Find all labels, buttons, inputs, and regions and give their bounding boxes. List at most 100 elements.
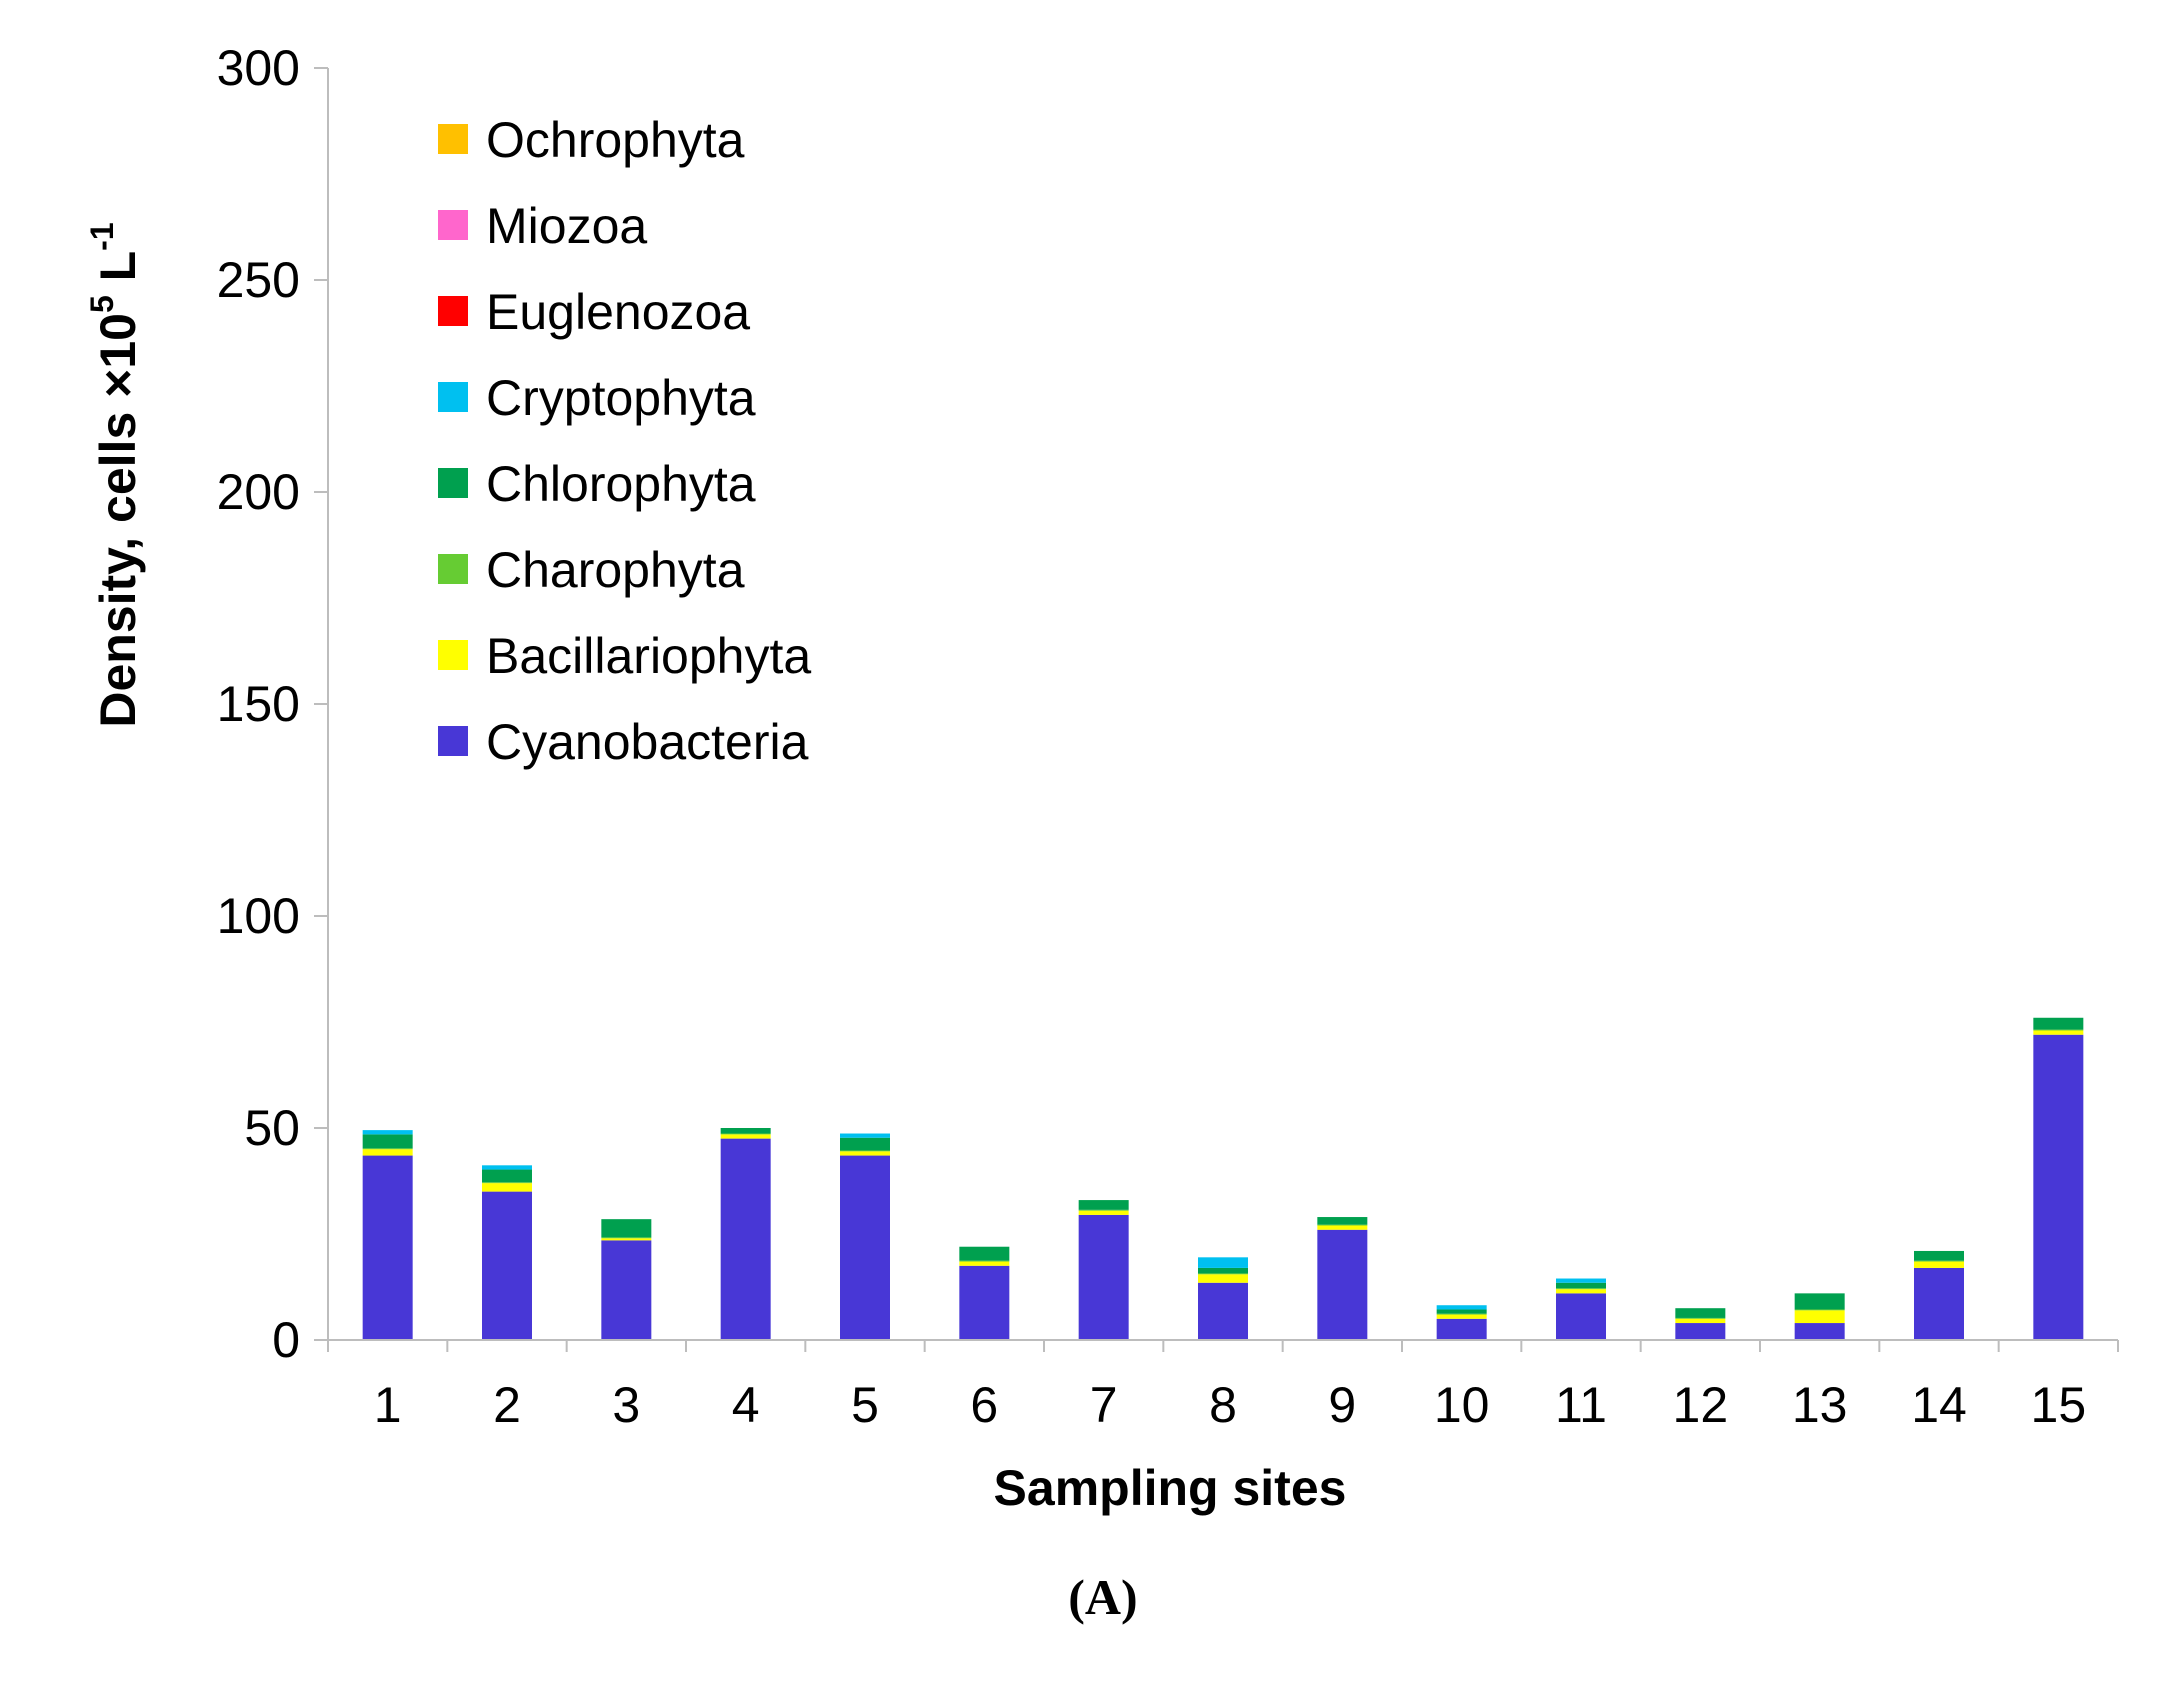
- bar-segment-cyanobacteria-site-7: [1078, 1214, 1129, 1340]
- bar-segment-cyanobacteria-site-4: [720, 1138, 771, 1340]
- bar-segment-cyanobacteria-site-8: [1198, 1282, 1248, 1340]
- bar-segment-bacillariophyta-site-10: [1436, 1314, 1487, 1319]
- bar-segment-cryptophyta-site-10: [1436, 1305, 1487, 1310]
- bar-segment-chlorophyta-site-3: [601, 1219, 652, 1238]
- bar-segment-chlorophyta-site-6: [959, 1246, 1010, 1261]
- bar-segment-cyanobacteria-site-12: [1675, 1323, 1726, 1340]
- bar-segment-cryptophyta-site-11: [1556, 1278, 1606, 1283]
- bar-segment-bacillariophyta-site-5: [840, 1151, 890, 1156]
- axes: [327, 68, 2118, 1341]
- x-tick-label: 13: [1792, 1377, 1848, 1433]
- bar-segment-bacillariophyta-site-15: [2033, 1030, 2084, 1035]
- bar-segment-chlorophyta-site-4: [720, 1128, 771, 1134]
- y-tick-label: 100: [217, 888, 300, 944]
- bar-segment-charophyta-site-8: [1198, 1273, 1248, 1275]
- bar-segment-chlorophyta-site-14: [1914, 1250, 1964, 1261]
- x-tick-label: 4: [732, 1377, 760, 1433]
- y-axis-tick-marks: [314, 67, 2119, 1352]
- bar-segment-charophyta-site-6: [959, 1260, 1010, 1262]
- legend-label-chlorophyta: Chlorophyta: [486, 456, 756, 512]
- bar-segment-charophyta-site-13: [1794, 1309, 1845, 1311]
- bar-segment-bacillariophyta-site-8: [1198, 1274, 1248, 1283]
- legend-swatch-chlorophyta: [438, 468, 468, 498]
- x-tick-label: 14: [1911, 1377, 1967, 1433]
- legend-swatch-ochrophyta: [438, 124, 468, 154]
- x-tick-label: 11: [1555, 1377, 1607, 1433]
- bar-segment-charophyta-site-12: [1675, 1317, 1726, 1319]
- y-axis-tick-labels: 0 50 100 150 200 250 300: [217, 40, 300, 1368]
- bar-segment-bacillariophyta-site-11: [1556, 1289, 1606, 1294]
- x-tick-label: 2: [493, 1377, 521, 1433]
- bar-stacks: [362, 1017, 2084, 1340]
- x-axis-tick-labels: 1 2 3 4 5 6 7 8 9 10 11 12 13 14 15: [374, 1377, 2086, 1433]
- bar-segment-cyanobacteria-site-1: [362, 1155, 413, 1340]
- y-axis-title-text: Density, cells ×10: [90, 313, 146, 728]
- bar-segment-charophyta-site-3: [601, 1237, 652, 1239]
- bar-segment-charophyta-site-1: [362, 1148, 413, 1150]
- bar-segment-cyanobacteria-site-9: [1317, 1229, 1368, 1340]
- legend-swatch-charophyta: [438, 554, 468, 584]
- legend-label-charophyta: Charophyta: [486, 542, 745, 598]
- y-tick-label: 200: [217, 464, 300, 520]
- y-tick-label: 150: [217, 676, 300, 732]
- bar-segment-cyanobacteria-site-11: [1556, 1293, 1606, 1340]
- bar-segment-charophyta-site-9: [1317, 1224, 1368, 1226]
- bar-segment-charophyta-site-2: [482, 1182, 532, 1184]
- bar-segment-charophyta-site-14: [1914, 1260, 1964, 1262]
- bar-segment-chlorophyta-site-15: [2033, 1017, 2084, 1030]
- bar-segment-bacillariophyta-site-4: [720, 1134, 771, 1139]
- bar-segment-chlorophyta-site-13: [1794, 1293, 1845, 1310]
- bar-segment-charophyta-site-11: [1556, 1288, 1606, 1290]
- y-axis-title-exponent-5: 5: [84, 295, 120, 313]
- x-tick-label: 7: [1090, 1377, 1118, 1433]
- bar-segment-bacillariophyta-site-3: [601, 1238, 652, 1241]
- x-tick-label: 5: [851, 1377, 879, 1433]
- legend-label-cyanobacteria: Cyanobacteria: [486, 714, 809, 770]
- bar-segment-charophyta-site-4: [720, 1133, 771, 1135]
- panel-label: (A): [1068, 1569, 1137, 1625]
- bar-segment-chlorophyta-site-5: [840, 1137, 890, 1151]
- bar-segment-bacillariophyta-site-14: [1914, 1261, 1964, 1268]
- legend-label-bacillariophyta: Bacillariophyta: [486, 628, 811, 684]
- y-tick-label: 50: [244, 1100, 300, 1156]
- x-tick-label: 15: [2031, 1377, 2087, 1433]
- bar-segment-bacillariophyta-site-2: [482, 1183, 532, 1192]
- bar-segment-chlorophyta-site-12: [1675, 1308, 1726, 1318]
- bar-segment-chlorophyta-site-1: [362, 1134, 413, 1149]
- bar-segment-bacillariophyta-site-9: [1317, 1225, 1368, 1230]
- legend-swatch-euglenozoa: [438, 296, 468, 326]
- legend-swatch-bacillariophyta: [438, 640, 468, 670]
- bar-segment-cyanobacteria-site-5: [840, 1155, 890, 1340]
- x-tick-label: 8: [1209, 1377, 1237, 1433]
- bar-segment-cryptophyta-site-1: [362, 1130, 413, 1135]
- bar-segment-cryptophyta-site-8: [1198, 1257, 1248, 1268]
- x-tick-label: 3: [612, 1377, 640, 1433]
- bar-segment-chlorophyta-site-2: [482, 1169, 532, 1183]
- legend-swatch-cryptophyta: [438, 382, 468, 412]
- x-tick-label: 1: [374, 1377, 402, 1433]
- bar-segment-cyanobacteria-site-13: [1794, 1323, 1845, 1340]
- bar-segment-cyanobacteria-site-14: [1914, 1267, 1964, 1340]
- bar-segment-cryptophyta-site-5: [840, 1133, 890, 1138]
- x-tick-label: 10: [1434, 1377, 1490, 1433]
- x-axis-title: Sampling sites: [994, 1460, 1347, 1516]
- bar-segment-bacillariophyta-site-7: [1078, 1210, 1129, 1215]
- bar-segment-charophyta-site-5: [840, 1150, 890, 1152]
- y-tick-label: 300: [217, 40, 300, 96]
- bar-segment-bacillariophyta-site-12: [1675, 1318, 1726, 1324]
- bar-segment-charophyta-site-10: [1436, 1313, 1487, 1315]
- y-axis-title: Density, cells ×105 L-1: [84, 222, 146, 727]
- x-tick-label: 12: [1673, 1377, 1729, 1433]
- bar-segment-bacillariophyta-site-6: [959, 1261, 1010, 1266]
- bar-segment-chlorophyta-site-8: [1198, 1267, 1248, 1274]
- x-tick-label: 6: [970, 1377, 998, 1433]
- bar-segment-charophyta-site-15: [2033, 1029, 2084, 1031]
- legend-label-euglenozoa: Euglenozoa: [486, 284, 750, 340]
- legend-swatch-miozoa: [438, 210, 468, 240]
- bar-segment-chlorophyta-site-9: [1317, 1217, 1368, 1225]
- y-axis-title-unit: L: [90, 251, 146, 295]
- bar-segment-cyanobacteria-site-10: [1436, 1318, 1487, 1340]
- bar-segment-cyanobacteria-site-15: [2033, 1034, 2084, 1340]
- legend-swatch-cyanobacteria: [438, 726, 468, 756]
- bar-segment-bacillariophyta-site-13: [1794, 1310, 1845, 1324]
